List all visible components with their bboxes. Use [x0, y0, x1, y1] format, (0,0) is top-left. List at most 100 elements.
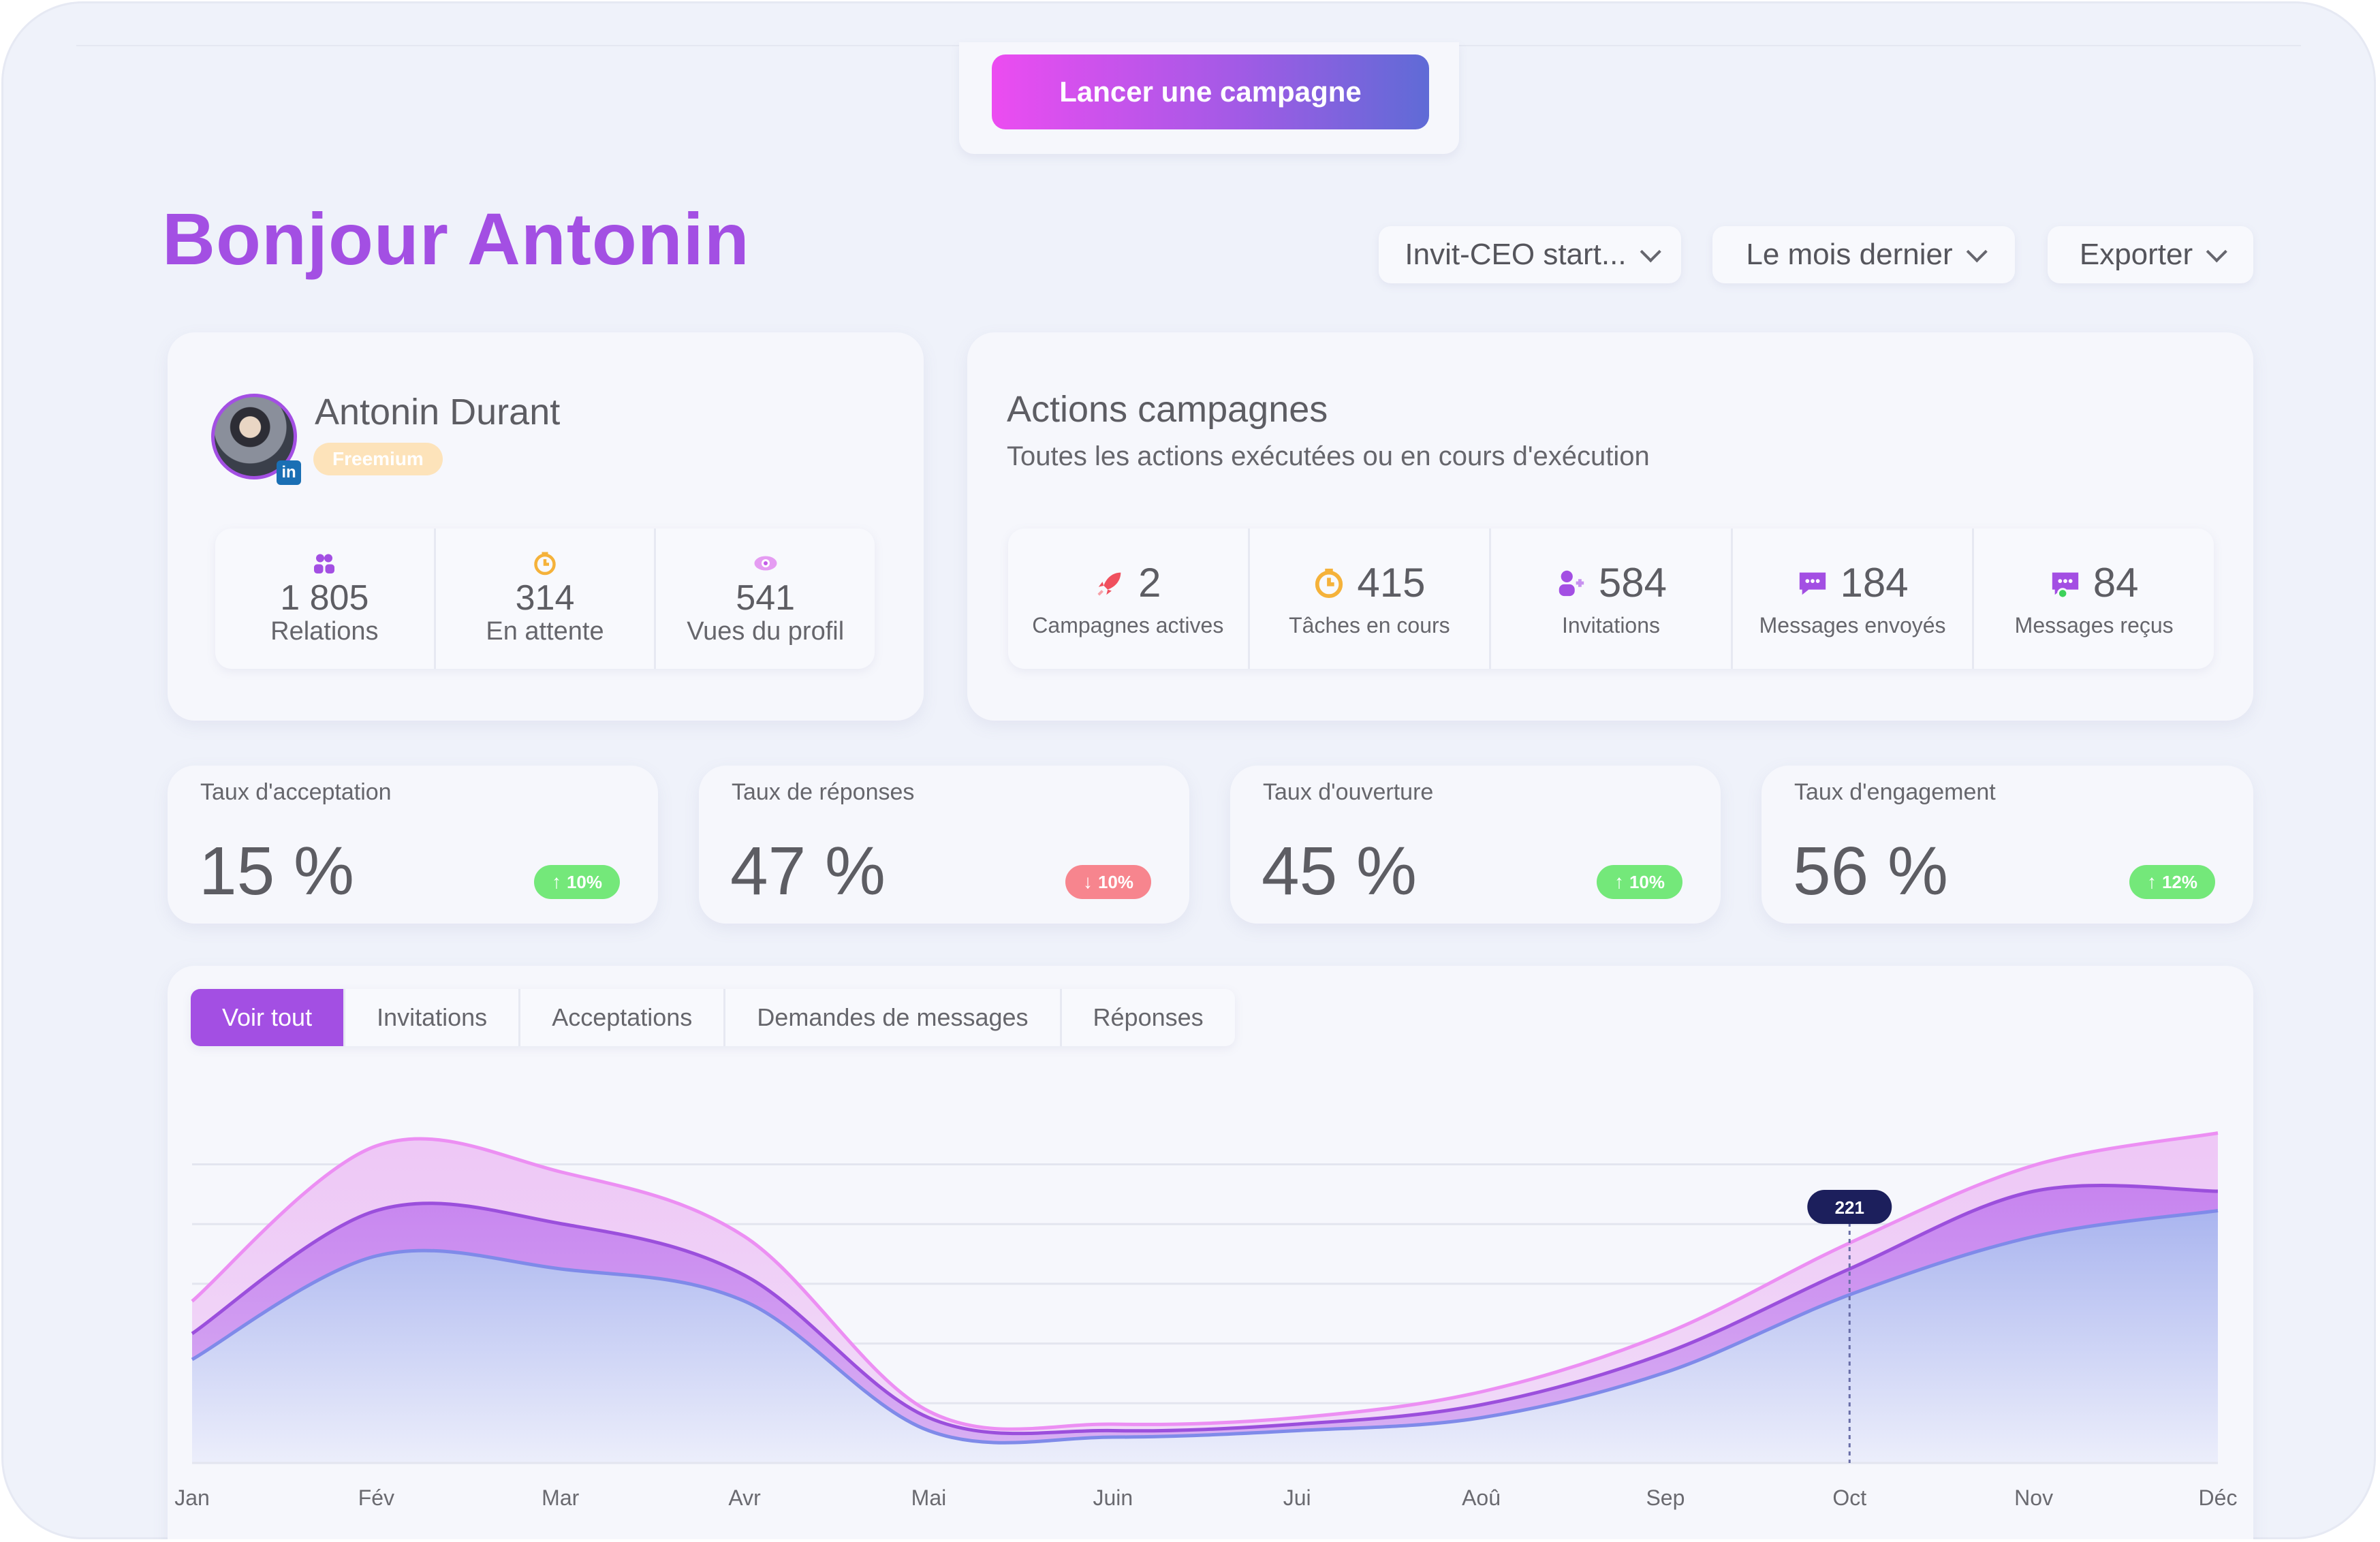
stat-label: Vues du profil — [687, 616, 845, 646]
stat-label: Relations — [270, 616, 379, 646]
action-value: 184 — [1840, 560, 1909, 605]
series-area-3 — [192, 1210, 2218, 1463]
action-label: Messages envoyés — [1759, 613, 1946, 638]
profile-card: in Antonin Durant Freemium 1 805 Relatio… — [168, 332, 924, 721]
x-tick-label: Déc — [2199, 1485, 2238, 1510]
linkedin-icon: in — [277, 460, 301, 485]
kpi-label: Taux d'acceptation — [200, 779, 392, 805]
trend-badge: ↑ 12% — [2129, 865, 2215, 899]
series-line-2 — [191, 1184, 2219, 1436]
arrow-up-icon: ↑ — [551, 871, 561, 892]
kpi-label: Taux de réponses — [732, 779, 915, 805]
export-dropdown-label: Exporter — [2079, 238, 2193, 271]
section-subtitle: Toutes les actions exécutées ou en cours… — [1007, 441, 1650, 471]
action-active-campaigns: 2 Campagnes actives — [1008, 529, 1250, 669]
chevron-down-icon — [2206, 241, 2227, 263]
stat-value: 314 — [515, 578, 575, 618]
activity-chart: Jan Fév Mar Avr Mai Juin Jui Aoû Sep Oct Nov Déc 221 — [174, 1131, 2238, 1510]
trend-badge-value: 12% — [2161, 871, 2197, 892]
kpi-engagement-card: Taux d'engagement 56 % ↑ 12% — [1761, 766, 2253, 924]
clock-icon — [534, 552, 556, 576]
x-tick-label: Oct — [1832, 1485, 1866, 1510]
message-icon — [1799, 572, 1826, 595]
trend-badge: ↑ 10% — [1596, 865, 1682, 899]
campaign-dropdown[interactable]: Invit-CEO start... — [1379, 226, 1681, 283]
page-title: Bonjour Antonin — [162, 198, 750, 280]
launch-panel: Lancer une campagne — [959, 42, 1459, 154]
action-invitations: 584 Invitations — [1491, 529, 1733, 669]
eye-icon — [754, 556, 777, 571]
stat-value: 1 805 — [280, 578, 369, 618]
chevron-down-icon — [1640, 241, 1661, 263]
message-received-icon — [2052, 572, 2078, 599]
kpi-value: 15 % — [199, 833, 354, 909]
trend-badge-value: 10% — [1629, 871, 1665, 892]
series-line-1 — [191, 1131, 2219, 1431]
kpi-label: Taux d'ouverture — [1263, 779, 1434, 805]
campaign-actions-row: 2 Campagnes actives 415 Tâches en cours — [1008, 529, 2214, 669]
x-tick-label: Fév — [358, 1485, 394, 1510]
action-messages-received: 84 Messages reçus — [1974, 529, 2214, 669]
arrow-up-icon: ↑ — [2146, 871, 2157, 892]
kpi-value: 47 % — [730, 833, 886, 909]
user-name: Antonin Durant — [315, 392, 561, 432]
stat-label: En attente — [486, 616, 604, 646]
plan-badge: Freemium — [313, 443, 443, 475]
kpi-replies-card: Taux de réponses 47 % ↓ 10% — [699, 766, 1189, 924]
stat-profile-views: 541 Vues du profil — [656, 529, 875, 669]
action-value: 2 — [1138, 560, 1161, 605]
rocket-icon — [1097, 572, 1121, 596]
tab-message-requests[interactable]: Demandes de messages — [725, 989, 1062, 1046]
action-label: Campagnes actives — [1032, 613, 1224, 638]
tab-acceptances[interactable]: Acceptations — [520, 989, 726, 1046]
action-label: Invitations — [1561, 613, 1661, 638]
action-messages-sent: 184 Messages envoyés — [1733, 529, 1975, 669]
x-tick-label: Mai — [911, 1485, 947, 1510]
users-icon — [314, 554, 335, 574]
launch-campaign-button[interactable]: Lancer une campagne — [992, 54, 1429, 129]
arrow-up-icon: ↑ — [1614, 871, 1624, 892]
action-value: 84 — [2093, 560, 2139, 605]
stat-pending: 314 En attente — [436, 529, 657, 669]
action-label: Messages reçus — [2014, 613, 2174, 638]
x-tick-label: Jan — [174, 1485, 210, 1510]
x-tick-label: Avr — [728, 1485, 761, 1510]
x-tick-label: Aoû — [1462, 1485, 1501, 1510]
trend-badge: ↓ 10% — [1065, 865, 1151, 899]
kpi-label: Taux d'engagement — [1794, 779, 1996, 805]
trend-badge-value: 10% — [566, 871, 602, 892]
export-dropdown[interactable]: Exporter — [2048, 226, 2253, 283]
period-dropdown-label: Le mois dernier — [1746, 238, 1953, 271]
tab-invitations[interactable]: Invitations — [345, 989, 521, 1046]
tab-replies[interactable]: Réponses — [1093, 1003, 1204, 1031]
stat-relations: 1 805 Relations — [215, 529, 436, 669]
tooltip-value: 221 — [1835, 1197, 1864, 1218]
action-label: Tâches en cours — [1289, 613, 1450, 638]
trend-badge: ↑ 10% — [533, 865, 620, 899]
kpi-open-card: Taux d'ouverture 45 % ↑ 10% — [1230, 766, 1721, 924]
series-line-3 — [191, 1209, 2219, 1445]
period-dropdown[interactable]: Le mois dernier — [1712, 226, 2015, 283]
tab-all[interactable]: Voir tout — [191, 989, 346, 1046]
stat-value: 541 — [736, 578, 796, 618]
action-value: 584 — [1598, 560, 1667, 605]
trend-badge-value: 10% — [1097, 871, 1133, 892]
activity-chart-card: Voir tout Invitations Acceptations Deman… — [168, 966, 2253, 1539]
arrow-down-icon: ↓ — [1082, 871, 1093, 892]
campaign-actions-card: Actions campagnes Toutes les actions exé… — [967, 332, 2253, 721]
kpi-acceptance-card: Taux d'acceptation 15 % ↑ 10% — [168, 766, 658, 924]
x-tick-label: Nov — [2014, 1485, 2053, 1510]
tooltip-bubble — [1807, 1190, 1892, 1224]
action-value: 415 — [1357, 560, 1426, 605]
section-title: Actions campagnes — [1007, 389, 1328, 430]
kpi-value: 56 % — [1793, 833, 1948, 909]
x-tick-label: Juin — [1093, 1485, 1133, 1510]
x-tick-label: Mar — [542, 1485, 579, 1510]
clock-icon — [1315, 568, 1343, 598]
x-tick-label: Sep — [1646, 1485, 1685, 1510]
campaign-dropdown-label: Invit-CEO start... — [1405, 238, 1627, 271]
add-user-icon — [1559, 570, 1584, 596]
action-tasks-in-progress: 415 Tâches en cours — [1250, 529, 1492, 669]
chevron-down-icon — [1966, 241, 1988, 263]
